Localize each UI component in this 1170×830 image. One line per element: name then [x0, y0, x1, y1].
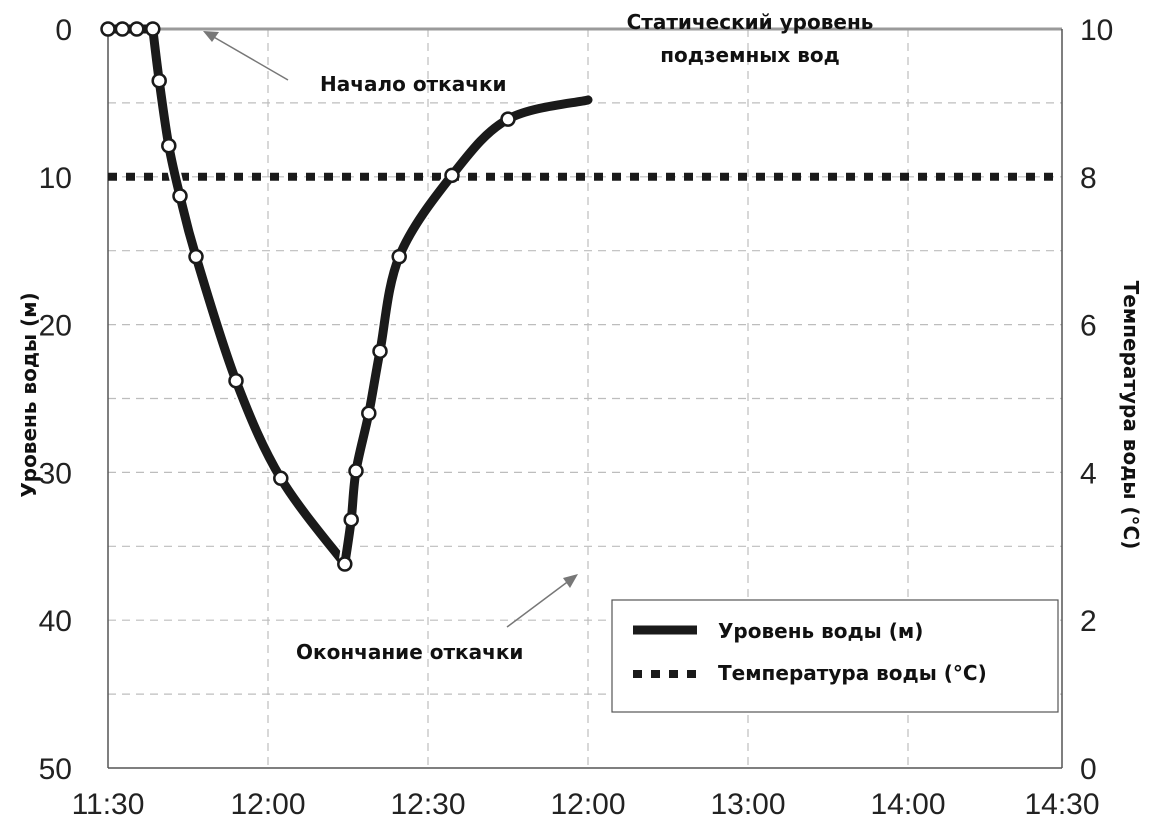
pump-start-label: Начало откачки	[320, 72, 507, 96]
pump-end-arrow-line	[506, 579, 571, 628]
x-tick-label: 13:00	[710, 788, 785, 821]
water-level-point	[343, 511, 359, 528]
y-right-axis-title: Температура воды (°C)	[1119, 281, 1143, 550]
water-level-point	[161, 138, 177, 154]
water-level-point	[172, 188, 188, 204]
static-level-label-line2: подземных вод	[660, 43, 840, 67]
y-right-tick-label: 0	[1080, 753, 1097, 786]
y-right-tick-label: 8	[1080, 162, 1097, 195]
pump-start-arrowhead	[203, 31, 219, 42]
y-right-tick-label: 2	[1080, 605, 1097, 638]
water-level-point	[228, 373, 244, 389]
y-left-tick-label: 0	[55, 14, 72, 47]
y-right-tick-label: 4	[1080, 457, 1097, 490]
pump-end-annotation: Окончание откачки	[296, 574, 578, 664]
y-left-tick-label: 20	[39, 310, 72, 343]
water-level-point	[500, 111, 516, 127]
y-left-axis-title: Уровень воды (м)	[17, 292, 41, 497]
y-left-tick-label: 30	[39, 457, 72, 490]
water-level-line-halo	[146, 22, 352, 571]
water-level-line	[148, 24, 350, 569]
legend-entry-water-level: Уровень воды (м)	[718, 619, 923, 643]
water-level-point	[372, 343, 388, 359]
water-level-point	[145, 21, 161, 37]
water-level-point	[337, 556, 353, 572]
water-level-line	[340, 95, 593, 569]
y-left-tick-label: 10	[39, 162, 72, 195]
y-right-tick-label: 6	[1080, 310, 1097, 343]
legend-box	[611, 599, 1059, 713]
y-right-tick-label: 10	[1080, 14, 1113, 47]
pump-end-arrowhead	[563, 574, 578, 588]
pump-start-annotation: Начало откачки	[203, 31, 507, 96]
water-level-series	[100, 21, 595, 572]
x-tick-label: 14:00	[870, 788, 945, 821]
x-tick-label: 12:30	[390, 788, 465, 821]
static-level-label-line1: Статический уровень	[627, 10, 874, 34]
x-tick-label: 12:00	[230, 788, 305, 821]
pump-end-label: Окончание откачки	[296, 640, 523, 664]
water-level-point	[129, 21, 145, 37]
tick-labels: 11:30 12:00 12:30 12:00 13:00 14:00 14:3001020…	[39, 14, 1114, 821]
y-left-tick-label: 40	[39, 605, 72, 638]
water-level-point	[391, 248, 407, 265]
legend-entry-temperature: Температура воды (°C)	[718, 661, 987, 685]
water-level-point	[348, 463, 364, 479]
water-level-point	[361, 405, 377, 422]
water-level-point	[100, 21, 116, 37]
pump-start-arrow-line	[211, 35, 289, 81]
water-level-point	[188, 248, 204, 265]
x-tick-label: 12:00	[550, 788, 625, 821]
x-tick-label: 11:30	[72, 788, 145, 821]
legend: Уровень воды (м) Температура воды (°C)	[611, 599, 1059, 713]
water-level-point	[273, 470, 289, 487]
water-level-point	[151, 72, 167, 89]
plot-frame	[107, 29, 1063, 769]
water-level-point	[114, 21, 131, 37]
y-left-tick-label: 50	[39, 753, 72, 786]
water-level-point	[444, 167, 460, 184]
x-tick-label: 14:30	[1024, 788, 1099, 821]
